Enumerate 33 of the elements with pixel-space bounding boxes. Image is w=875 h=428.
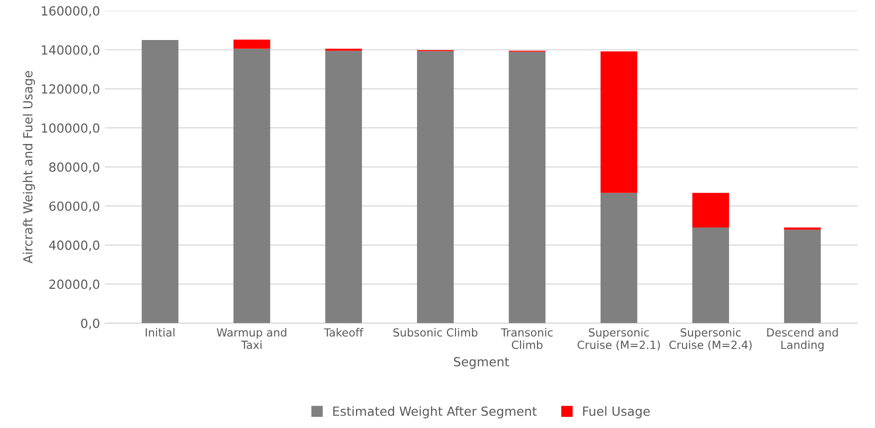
bar bbox=[692, 227, 730, 324]
y-tick-label: 140000,0 bbox=[42, 45, 100, 56]
y-tick-label: 60000,0 bbox=[49, 201, 100, 212]
x-tick-label: Subsonic Climb bbox=[393, 328, 478, 337]
x-tick-label: Warmup and Taxi bbox=[216, 328, 286, 350]
bar bbox=[142, 40, 178, 324]
bar bbox=[325, 50, 362, 324]
y-tick-label: 40000,0 bbox=[49, 240, 100, 252]
bar bbox=[233, 48, 270, 324]
x-axis-title: Segment bbox=[454, 356, 510, 369]
bar bbox=[600, 192, 638, 324]
legend-label: Estimated Weight After Segment bbox=[333, 406, 537, 418]
bar bbox=[784, 230, 821, 324]
x-tick-label: Descend and Landing bbox=[767, 328, 838, 352]
y-tick-label: 120000,0 bbox=[42, 84, 100, 96]
bar bbox=[784, 227, 821, 230]
x-tick-label: Supersonic Cruise (M=2.1) bbox=[578, 328, 660, 350]
bar bbox=[417, 51, 454, 324]
y-tick-label: 100000,0 bbox=[42, 123, 100, 134]
x-tick-label: Supersonic Cruise (M=2.4) bbox=[669, 328, 752, 350]
bar bbox=[600, 51, 638, 193]
y-tick-label: 80000,0 bbox=[49, 162, 100, 174]
y-axis-title: Aircraft Weight and Fuel Usage bbox=[22, 71, 35, 264]
bar bbox=[692, 192, 730, 228]
x-tick-label: Transonic Climb bbox=[500, 328, 553, 350]
x-tick-label: Takeoff bbox=[324, 328, 364, 337]
bar bbox=[233, 40, 270, 49]
bar bbox=[508, 52, 546, 324]
legend-label: Fuel Usage bbox=[583, 406, 650, 418]
y-tick-label: 20000,0 bbox=[49, 280, 100, 290]
y-tick-label: 160000,0 bbox=[42, 6, 100, 17]
y-tick-label: 0,0 bbox=[81, 318, 100, 330]
x-tick-label: Initial bbox=[146, 328, 174, 337]
